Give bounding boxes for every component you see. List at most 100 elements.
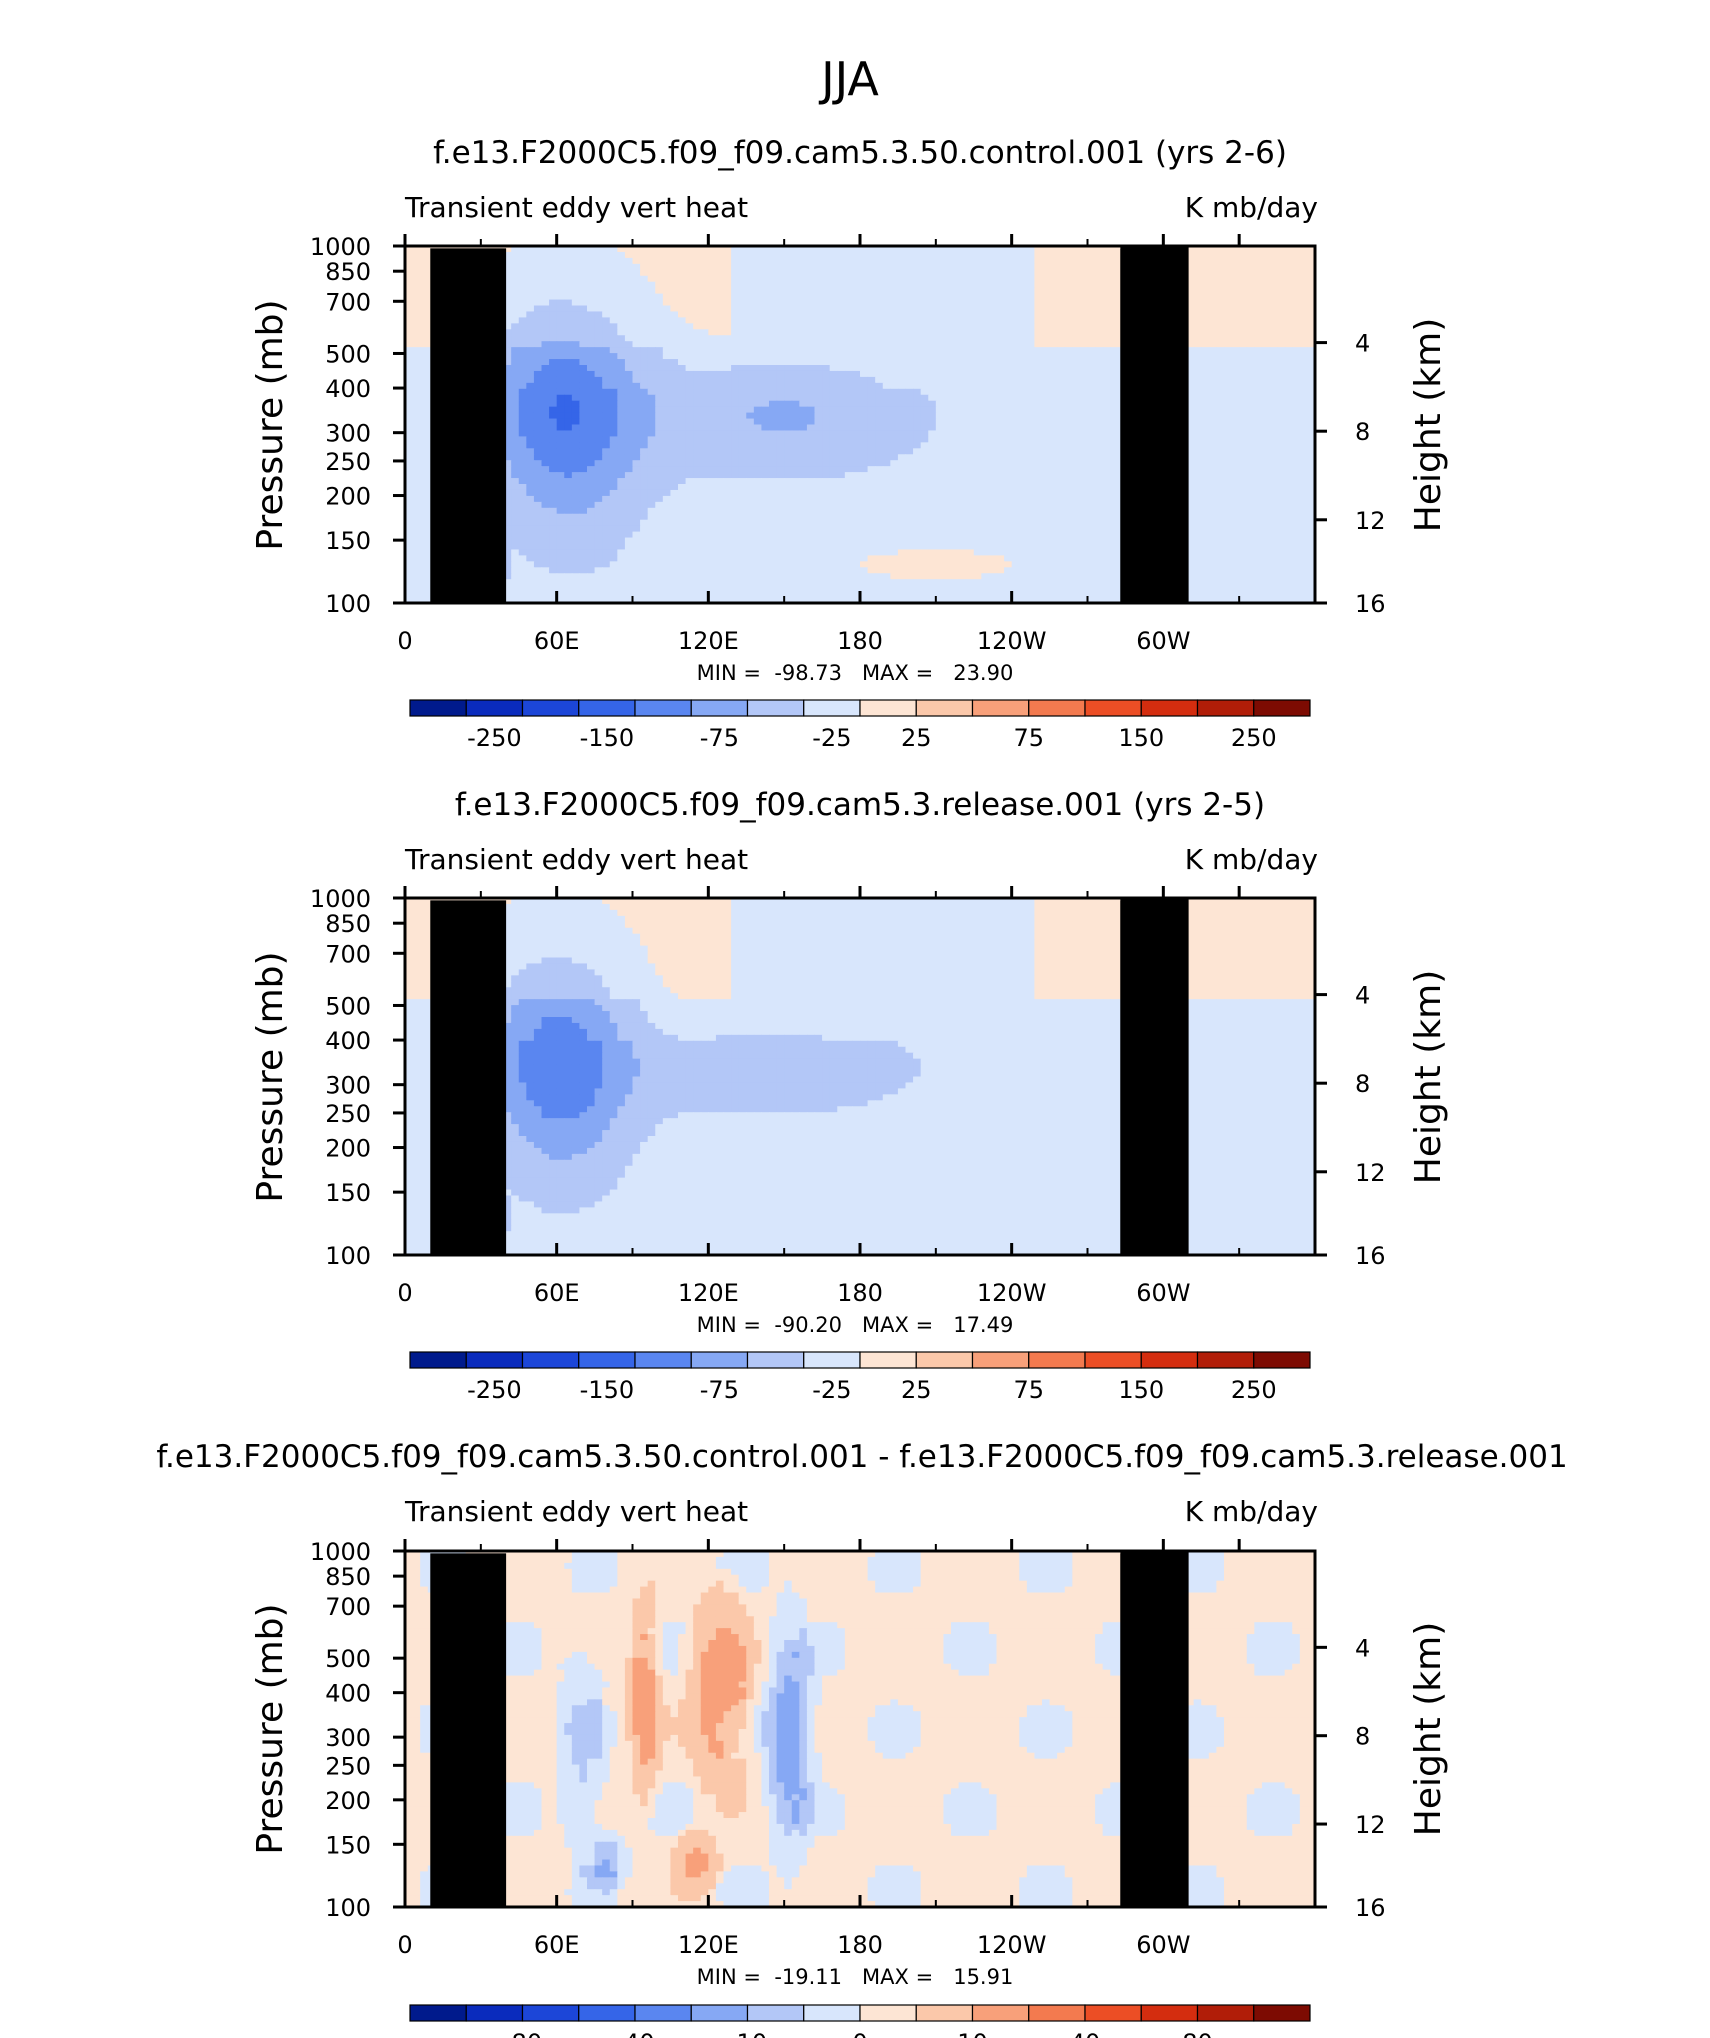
- field-cell: [1246, 329, 1255, 336]
- field-cell: [594, 370, 603, 378]
- field-cell: [549, 424, 558, 432]
- field-cell: [852, 335, 861, 342]
- field-cell: [988, 275, 998, 283]
- field-cell: [670, 335, 679, 342]
- field-cell: [814, 341, 823, 348]
- field-cell: [844, 347, 854, 354]
- field-cell: [1064, 484, 1073, 491]
- field-cell: [951, 251, 960, 259]
- field-cell: [1231, 448, 1240, 455]
- field-cell: [526, 406, 535, 414]
- field-cell: [1216, 311, 1225, 318]
- field-cell: [1208, 436, 1218, 443]
- field-cell: [624, 347, 634, 354]
- field-cell: [1254, 329, 1263, 336]
- field-cell: [624, 472, 634, 479]
- field-cell: [1299, 370, 1309, 378]
- field-cell: [1057, 251, 1066, 259]
- field-cell: [1026, 472, 1036, 479]
- field-cell: [678, 311, 687, 318]
- field-cell: [571, 382, 581, 390]
- field-cell: [700, 436, 709, 443]
- field-cell: [602, 382, 611, 390]
- field-cell: [708, 489, 717, 497]
- field-cell: [1216, 293, 1225, 301]
- field-cell: [1277, 275, 1286, 283]
- field-cell: [1277, 406, 1286, 414]
- field-cell: [579, 460, 588, 467]
- field-cell: [746, 257, 755, 265]
- field-cell: [503, 317, 512, 324]
- field-cell: [996, 460, 1005, 467]
- field-cell: [700, 460, 709, 467]
- field-cell: [776, 436, 785, 443]
- field-cell: [951, 335, 960, 342]
- field-cell: [1239, 305, 1248, 313]
- field-cell: [935, 466, 945, 473]
- field-cell: [981, 251, 990, 259]
- field-cell: [640, 257, 649, 265]
- field-cell: [1034, 454, 1043, 461]
- field-cell: [867, 293, 876, 301]
- field-cell: [640, 489, 649, 497]
- field-cell: [966, 317, 975, 324]
- field-cell: [996, 263, 1005, 271]
- field-cell: [913, 442, 922, 449]
- field-cell: [776, 489, 785, 497]
- field-cell: [738, 489, 747, 497]
- field-cell: [412, 257, 421, 265]
- field-cell: [943, 424, 952, 432]
- field-cell: [806, 329, 816, 336]
- field-cell: [943, 359, 952, 366]
- field-cell: [602, 246, 611, 253]
- field-cell: [753, 323, 763, 330]
- field-cell: [511, 370, 520, 378]
- field-cell: [746, 311, 755, 318]
- field-cell: [1034, 317, 1043, 324]
- field-cell: [1201, 424, 1210, 432]
- field-cell: [715, 251, 725, 259]
- field-cell: [966, 263, 975, 271]
- field-cell: [715, 466, 725, 473]
- field-cell: [913, 359, 922, 366]
- field-cell: [860, 263, 869, 271]
- field-cell: [1064, 287, 1073, 295]
- field-cell: [1231, 388, 1240, 396]
- field-cell: [943, 347, 952, 354]
- field-cell: [769, 299, 778, 307]
- field-cell: [594, 400, 603, 408]
- field-cell: [624, 299, 634, 307]
- field-cell: [890, 489, 899, 497]
- field-cell: [564, 353, 573, 360]
- field-cell: [746, 430, 755, 437]
- field-cell: [632, 454, 641, 461]
- field-cell: [602, 257, 611, 265]
- field-cell: [822, 263, 831, 271]
- field-cell: [594, 460, 603, 467]
- field-cell: [647, 329, 656, 336]
- field-cell: [806, 341, 816, 348]
- field-cell: [966, 442, 975, 449]
- field-cell: [1034, 418, 1043, 426]
- field-cell: [973, 466, 982, 473]
- field-cell: [806, 388, 816, 396]
- field-cell: [1072, 394, 1081, 402]
- field-cell: [1019, 484, 1028, 491]
- field-cell: [814, 370, 823, 378]
- field-cell: [966, 287, 975, 295]
- field-cell: [1307, 436, 1315, 443]
- field-cell: [882, 376, 891, 384]
- field-cell: [981, 246, 990, 253]
- field-cell: [700, 448, 709, 455]
- field-cell: [761, 317, 770, 324]
- field-cell: [1261, 406, 1271, 414]
- field-cell: [806, 353, 816, 360]
- field-cell: [996, 436, 1005, 443]
- field-cell: [1102, 246, 1111, 253]
- field-cell: [753, 394, 763, 402]
- field-cell: [913, 335, 922, 342]
- field-cell: [1004, 335, 1013, 342]
- field-cell: [1284, 436, 1293, 443]
- field-cell: [526, 317, 535, 324]
- field-cell: [882, 311, 891, 318]
